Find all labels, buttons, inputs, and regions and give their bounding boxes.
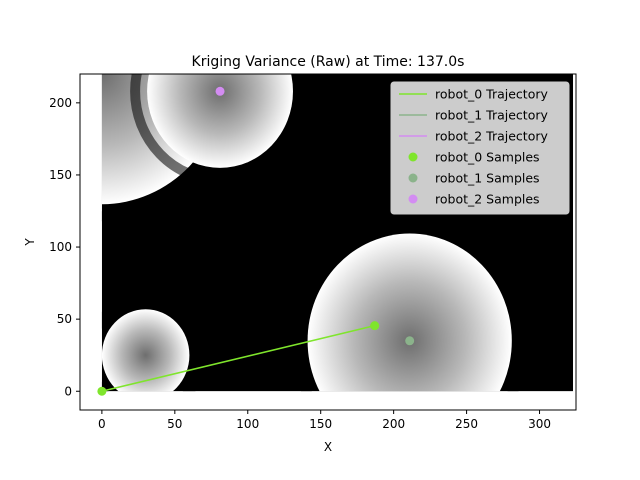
x-tick-label: 0	[98, 417, 106, 431]
legend-marker-swatch	[408, 152, 418, 162]
legend-marker-swatch	[408, 173, 418, 183]
trajectory-line-0	[101, 324, 375, 393]
legend-entry-label: robot_1 Trajectory	[435, 108, 548, 123]
axes-frame	[79, 73, 577, 411]
x-tick-label: 300	[528, 417, 551, 431]
heatmap-edge	[101, 292, 207, 392]
heatmap-edge	[290, 216, 529, 392]
sample-point	[405, 336, 415, 346]
x-tick-label: 100	[236, 417, 259, 431]
x-tick-label: 250	[455, 417, 478, 431]
chart-title: Kriging Variance (Raw) at Time: 137.0s	[192, 54, 465, 70]
y-tick-label: 50	[57, 312, 72, 326]
sample-point	[215, 86, 225, 96]
legend: robot_0 Trajectory robot_1 Trajectory robo…	[390, 81, 570, 215]
x-axis-label: X	[324, 440, 332, 454]
legend-entry-label: robot_0 Samples	[435, 150, 540, 165]
legend-entry-label: robot_2 Trajectory	[435, 129, 548, 144]
legend-entry-label: robot_2 Samples	[435, 192, 540, 207]
legend-entry-label: robot_1 Samples	[435, 171, 540, 186]
y-tick-label: 150	[49, 168, 72, 182]
sample-point	[97, 386, 107, 396]
heatmap-region	[307, 233, 512, 392]
y-tick-label: 200	[49, 96, 72, 110]
legend-box	[390, 81, 570, 215]
x-tick-label: 150	[309, 417, 332, 431]
axis-ticks: 0 50 100 150 200 250 300 0 50 100 150 200	[49, 96, 551, 431]
x-tick-label: 200	[382, 417, 405, 431]
y-tick-label: 100	[49, 240, 72, 254]
x-tick-label: 50	[167, 417, 182, 431]
y-tick-label: 0	[64, 384, 72, 398]
sample-point	[370, 321, 380, 331]
legend-marker-swatch	[408, 194, 418, 204]
plot-area	[97, 86, 415, 396]
legend-entry-label: robot_0 Trajectory	[435, 87, 548, 102]
y-axis-label: Y	[23, 238, 37, 247]
heatmap-region	[147, 74, 293, 168]
heatmap-region	[101, 309, 190, 392]
heatmap-edge	[130, 74, 310, 185]
